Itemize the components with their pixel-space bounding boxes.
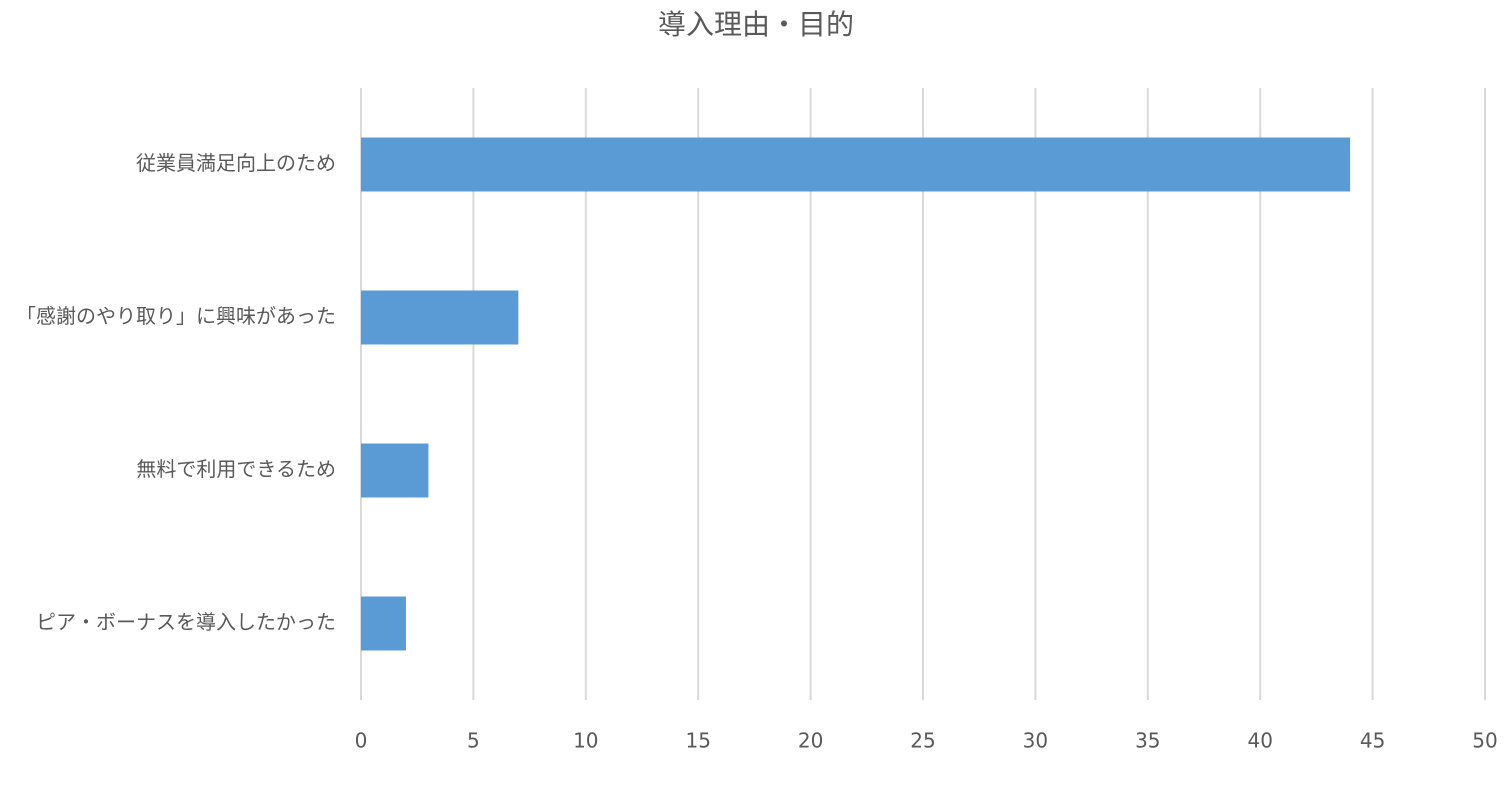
y-tick-label: 無料で利用できるため xyxy=(136,457,336,481)
y-tick-label: 「感謝のやり取り」に興味があった xyxy=(16,304,336,328)
y-tick-label: ピア・ボーナスを導入したかった xyxy=(36,610,336,634)
x-tick-label: 25 xyxy=(910,729,935,753)
x-tick-label: 5 xyxy=(467,729,480,753)
x-tick-label: 35 xyxy=(1135,729,1160,753)
bar xyxy=(361,443,429,498)
chart-title: 導入理由・目的 xyxy=(658,8,854,41)
x-tick-label: 30 xyxy=(1023,729,1048,753)
bar xyxy=(361,596,406,651)
x-tick-label: 45 xyxy=(1360,729,1385,753)
bar xyxy=(361,137,1351,192)
x-tick-label: 50 xyxy=(1472,729,1497,753)
bar xyxy=(361,290,519,345)
x-tick-label: 15 xyxy=(685,729,710,753)
x-tick-label: 40 xyxy=(1247,729,1272,753)
x-tick-label: 20 xyxy=(798,729,823,753)
x-tick-label: 0 xyxy=(355,729,368,753)
x-tick-label: 10 xyxy=(573,729,598,753)
y-tick-label: 従業員満足向上のため xyxy=(136,151,336,175)
